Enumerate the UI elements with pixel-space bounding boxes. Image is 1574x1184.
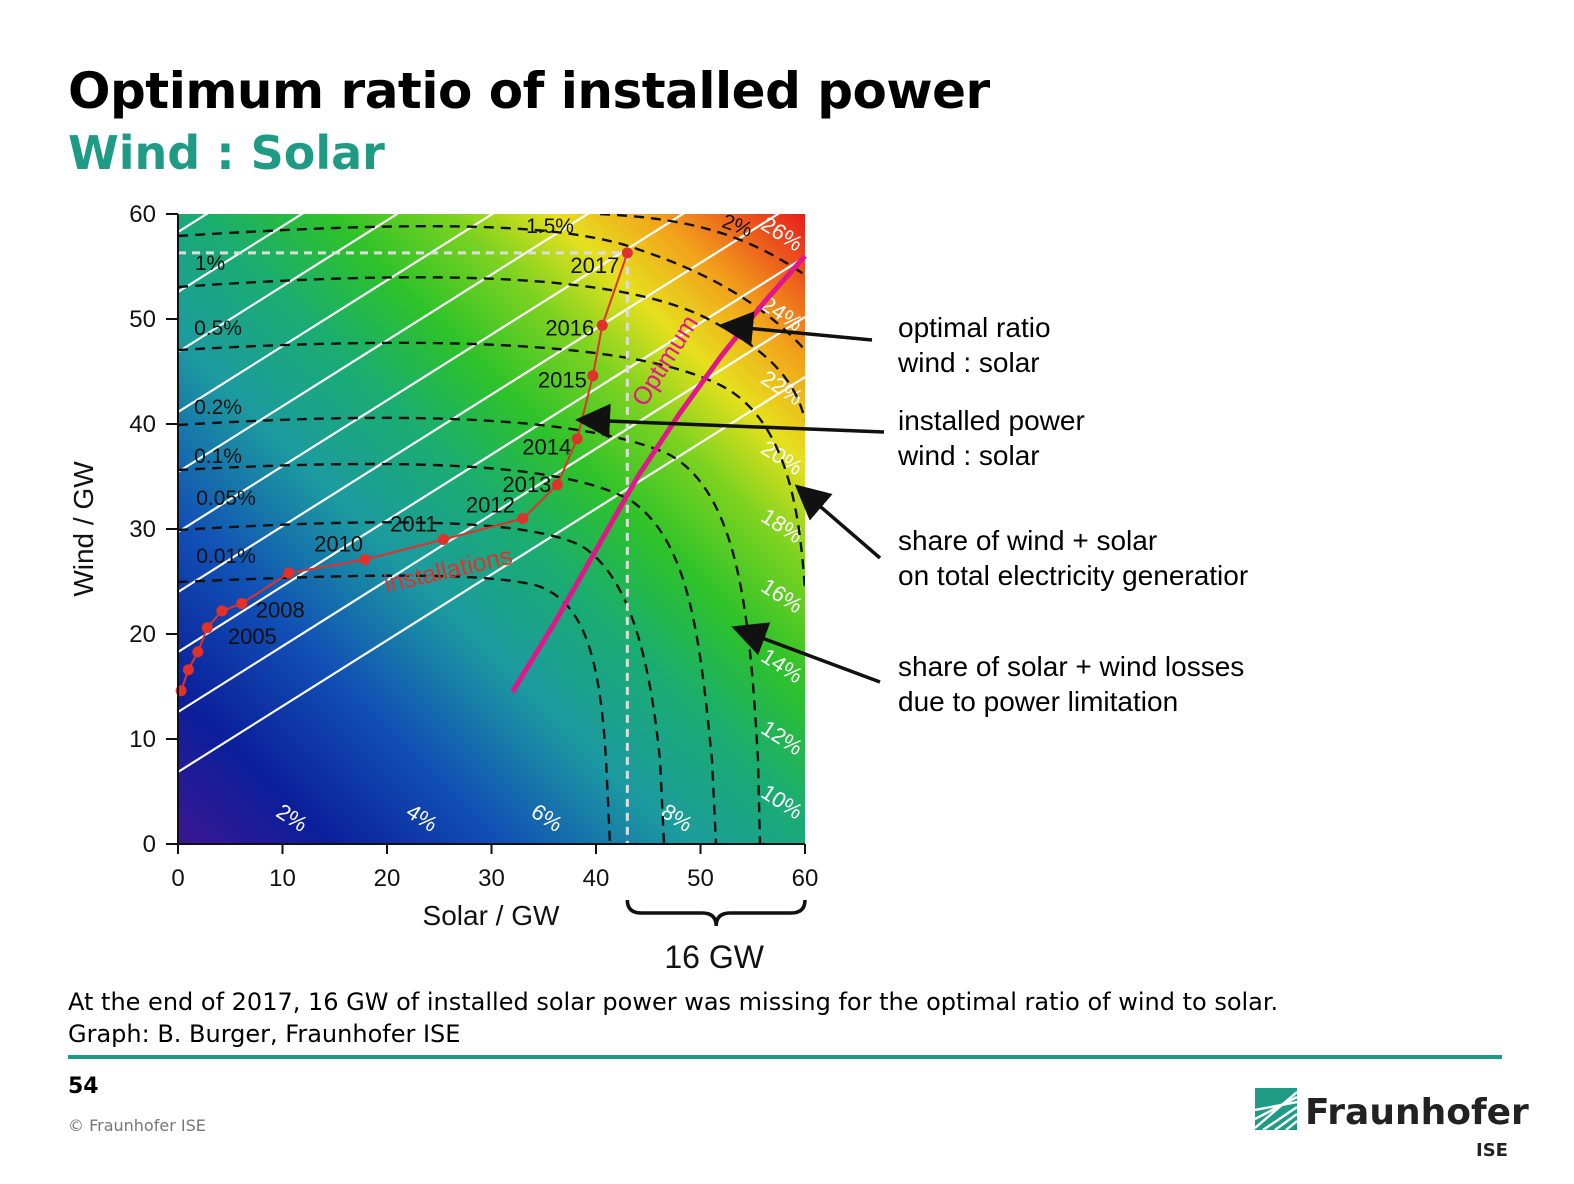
- loss-contour-label: 0.1%: [194, 445, 242, 468]
- logo-name: Fraunhofer: [1305, 1092, 1529, 1133]
- share-contour-line: [178, 214, 781, 593]
- installation-year-label: 2011: [390, 512, 437, 537]
- share-contour-line: [178, 214, 209, 233]
- installation-year-label: 2015: [538, 368, 587, 393]
- x-axis-label: Solar / GW: [423, 900, 560, 931]
- share-contour-line: [178, 214, 590, 473]
- installation-point: [517, 513, 529, 524]
- caption-line-1: At the end of 2017, 16 GW of installed s…: [68, 988, 1279, 1016]
- x-tick-label: 60: [792, 865, 819, 892]
- x-tick-label: 30: [478, 865, 505, 892]
- annotation-arrows: [575, 311, 885, 684]
- annotation-share-losses: share of solar + wind losses due to power…: [898, 651, 1245, 717]
- share-contour-line: [178, 0, 805, 172]
- installation-point: [192, 646, 204, 658]
- installation-year-label: 2017: [570, 253, 619, 278]
- x-tick-label: 20: [374, 865, 401, 892]
- installation-point: [621, 247, 633, 259]
- installation-point: [182, 664, 194, 676]
- copyright-text: © Fraunhofer ISE: [68, 1116, 206, 1135]
- y-tick-label: 0: [143, 831, 156, 858]
- gap-label: 16 GW: [664, 939, 764, 975]
- page-number: 54: [68, 1074, 99, 1099]
- share-contour-line: [178, 376, 805, 773]
- installation-year-label: 2008: [256, 598, 305, 623]
- loss-contour-line: [178, 521, 666, 844]
- annotation-arrow: [575, 403, 885, 439]
- installation-year-label: 2005: [228, 624, 277, 649]
- page-subtitle: Wind : Solar: [68, 126, 385, 180]
- installation-year-label: 2012: [466, 493, 515, 518]
- installation-year-label: 2016: [545, 315, 594, 340]
- reference-2017-lines: [178, 251, 629, 844]
- footer-rule: [68, 1055, 1502, 1059]
- installation-point: [201, 622, 213, 634]
- loss-contour-label: 0.01%: [196, 545, 256, 568]
- heatmap-background: [178, 214, 805, 844]
- loss-contour-label: 0.2%: [194, 396, 242, 419]
- x-tick-label: 40: [583, 865, 610, 892]
- y-tick-label: 60: [129, 201, 156, 228]
- installation-point: [283, 567, 295, 579]
- annotation-optimal-ratio: optimal ratio wind : solar: [898, 312, 1051, 378]
- annotation-arrow: [731, 622, 881, 684]
- x-tick-label: 50: [687, 865, 714, 892]
- chart: 2% 4% 6% 8% 10%12%14%16%18%20%22%24%26% 0.01…: [68, 0, 885, 975]
- loss-contour-line: [178, 341, 805, 591]
- installation-point: [359, 553, 371, 565]
- loss-contour-label: 0.5%: [194, 317, 242, 340]
- share-contour-line: [178, 214, 400, 353]
- loss-contour-label: 1.5%: [526, 215, 574, 238]
- installation-point: [571, 433, 583, 445]
- y-tick-label: 40: [129, 411, 156, 438]
- y-tick-label: 20: [129, 621, 156, 648]
- caption-line-2: Graph: B. Burger, Fraunhofer ISE: [68, 1020, 461, 1048]
- installation-point: [551, 479, 563, 491]
- axes: 0 10 20 30 40 50 60 0 10 20 30 40 50 60 Solar / GW Wind…: [68, 201, 818, 975]
- y-tick-label: 30: [129, 516, 156, 543]
- optimum-curve: [510, 254, 807, 694]
- x-tick-label: 10: [269, 865, 296, 892]
- annotation-share-wind-solar: share of wind + solar on total electricit…: [898, 525, 1249, 591]
- annotation-arrow: [718, 311, 873, 347]
- installation-point: [216, 605, 228, 617]
- installation-year-label: 2014: [522, 435, 571, 460]
- annotation-arrow: [794, 484, 882, 560]
- installation-point: [587, 370, 599, 382]
- installation-point: [236, 598, 248, 610]
- loss-contour-line: [178, 574, 612, 844]
- fraunhofer-logo-icon: [1255, 1088, 1297, 1130]
- loss-contour-line: [599, 214, 805, 276]
- y-tick-label: 10: [129, 726, 156, 753]
- installation-point: [596, 319, 608, 331]
- loss-contour-label: 1%: [195, 252, 225, 275]
- installation-point: [437, 534, 449, 545]
- installation-year-label: 2010: [314, 531, 363, 556]
- loss-contour-label: 0.05%: [196, 487, 256, 510]
- logo-sub: ISE: [1476, 1140, 1508, 1161]
- share-contour-line: [178, 0, 805, 112]
- y-axis-label: Wind / GW: [68, 461, 99, 597]
- annotation-installed-power: installed power wind : solar: [898, 405, 1085, 471]
- share-contour-line: [178, 214, 304, 293]
- y-tick-label: 50: [129, 306, 156, 333]
- share-contour-line: [178, 256, 805, 653]
- page-title: Optimum ratio of installed power: [68, 62, 990, 120]
- loss-contour-line: [178, 225, 805, 351]
- installation-year-label: 2013: [502, 472, 551, 497]
- x-tick-label: 0: [171, 865, 184, 892]
- gap-brace: [625, 899, 807, 927]
- share-contour-line: [178, 0, 805, 52]
